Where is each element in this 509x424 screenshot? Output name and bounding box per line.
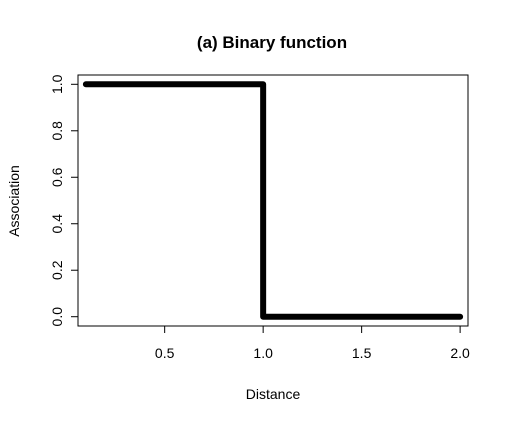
x-axis: 0.5 1.0 1.5 2.0 (155, 326, 470, 361)
chart-title: (a) Binary function (197, 33, 347, 52)
y-axis: 0.0 0.2 0.4 0.6 0.8 1.0 (49, 74, 78, 326)
x-tick-label: 1.5 (352, 345, 372, 361)
x-axis-label: Distance (246, 386, 301, 402)
y-axis-label: Association (6, 165, 22, 237)
y-tick-label: 0.6 (49, 167, 65, 187)
y-tick-label: 0.4 (49, 214, 65, 234)
y-tick-label: 0.8 (49, 121, 65, 141)
series-line (82, 81, 464, 320)
x-tick-label: 1.0 (253, 345, 273, 361)
y-tick-label: 1.0 (49, 74, 65, 94)
x-tick-label: 0.5 (155, 345, 175, 361)
series-layer (82, 81, 464, 320)
x-tick-label: 2.0 (450, 345, 470, 361)
plot-frame (77, 74, 469, 327)
y-tick-label: 0.0 (49, 307, 65, 327)
y-tick-label: 0.2 (49, 260, 65, 280)
